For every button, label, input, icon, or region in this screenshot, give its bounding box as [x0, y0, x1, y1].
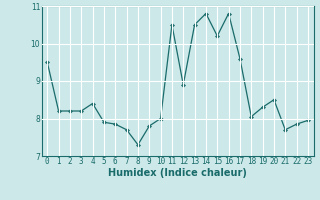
X-axis label: Humidex (Indice chaleur): Humidex (Indice chaleur) — [108, 168, 247, 178]
